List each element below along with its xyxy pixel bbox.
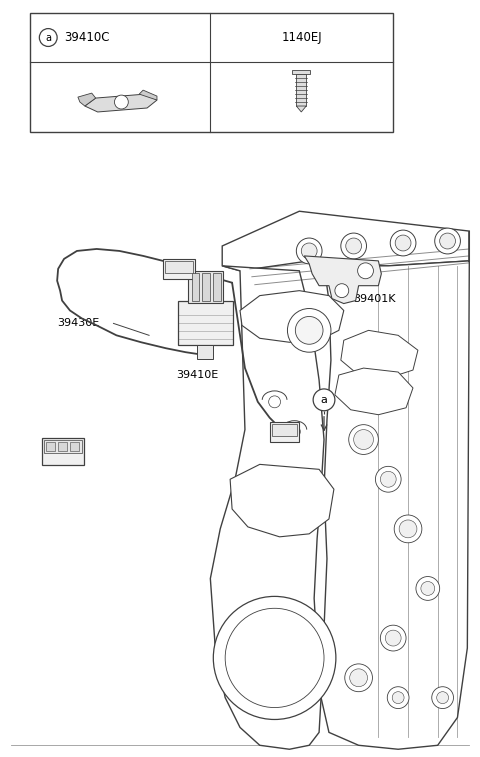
Circle shape <box>349 425 378 454</box>
Polygon shape <box>78 93 96 106</box>
Bar <box>58 441 67 451</box>
Bar <box>296 74 306 106</box>
Circle shape <box>421 581 435 596</box>
Bar <box>192 273 200 301</box>
Circle shape <box>416 577 440 600</box>
Circle shape <box>295 316 323 344</box>
Circle shape <box>380 625 406 651</box>
Circle shape <box>301 243 317 259</box>
Circle shape <box>432 687 454 709</box>
Circle shape <box>435 228 460 254</box>
Bar <box>270 422 300 441</box>
Text: 39410C: 39410C <box>64 31 109 44</box>
Bar <box>213 273 221 301</box>
Circle shape <box>288 309 331 352</box>
Circle shape <box>385 630 401 646</box>
Circle shape <box>350 669 368 687</box>
Polygon shape <box>139 90 157 100</box>
Circle shape <box>387 687 409 709</box>
Circle shape <box>313 389 335 411</box>
Text: 39410E: 39410E <box>176 370 218 380</box>
Circle shape <box>354 430 373 450</box>
Text: 39401K: 39401K <box>354 294 396 304</box>
Bar <box>42 438 84 466</box>
Bar <box>70 441 79 451</box>
Circle shape <box>213 597 336 719</box>
Bar <box>165 261 192 273</box>
Circle shape <box>114 95 128 109</box>
Bar <box>188 271 223 303</box>
Text: a: a <box>321 395 327 405</box>
Bar <box>30 13 393 132</box>
Circle shape <box>394 515 422 543</box>
Polygon shape <box>304 256 381 304</box>
Bar <box>203 273 210 301</box>
Polygon shape <box>341 330 418 378</box>
Text: 39430E: 39430E <box>57 319 99 329</box>
Polygon shape <box>230 464 334 537</box>
Polygon shape <box>222 211 469 271</box>
Polygon shape <box>296 106 306 112</box>
Circle shape <box>390 230 416 256</box>
Polygon shape <box>240 291 344 342</box>
Polygon shape <box>85 94 157 112</box>
Bar <box>46 441 55 451</box>
Circle shape <box>346 238 361 254</box>
Circle shape <box>375 466 401 492</box>
Text: 1140EJ: 1140EJ <box>281 31 322 44</box>
Circle shape <box>399 520 417 537</box>
Circle shape <box>288 425 300 438</box>
Bar <box>44 440 82 453</box>
Circle shape <box>296 238 322 264</box>
Bar <box>272 424 297 435</box>
Polygon shape <box>321 231 469 749</box>
Circle shape <box>269 396 280 408</box>
Circle shape <box>392 692 404 703</box>
Polygon shape <box>210 266 324 749</box>
Circle shape <box>440 233 456 249</box>
Text: a: a <box>45 33 51 42</box>
Circle shape <box>39 29 57 46</box>
Circle shape <box>395 235 411 251</box>
Bar <box>197 345 213 359</box>
Circle shape <box>380 472 396 488</box>
Circle shape <box>341 233 367 259</box>
Circle shape <box>358 263 373 279</box>
Polygon shape <box>335 368 413 415</box>
Bar <box>178 301 233 345</box>
Circle shape <box>437 692 448 703</box>
Bar <box>292 70 310 74</box>
Circle shape <box>225 609 324 708</box>
Bar <box>163 259 194 279</box>
Circle shape <box>345 664 372 692</box>
Circle shape <box>335 284 349 298</box>
